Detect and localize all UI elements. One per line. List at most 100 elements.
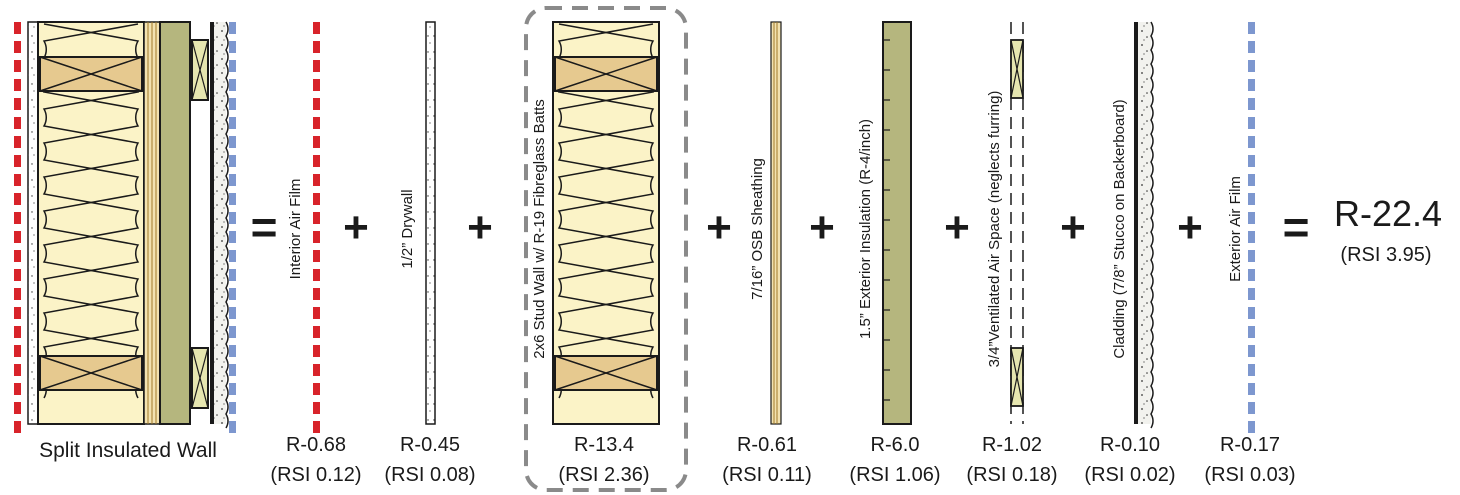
- exterior-insulation-rsi: (RSI 1.06): [849, 464, 940, 486]
- air-film-dash: [1248, 231, 1255, 243]
- air-film-dash: [229, 326, 236, 338]
- layer-cladding: Cladding (7/8” Stucco on Backerboard) R-…: [1084, 21, 1176, 486]
- air-film-dash: [313, 231, 320, 243]
- air-film-dash: [229, 117, 236, 129]
- air-film-dash: [313, 402, 320, 414]
- air-film-dash: [313, 383, 320, 395]
- air-film-dash: [1248, 212, 1255, 224]
- exterior-insulation-ticks: [883, 39, 890, 401]
- air-film-dash: [229, 250, 236, 262]
- layer-drywall: 1/2” Drywall R-0.45 (RSI 0.08): [384, 21, 476, 486]
- drywall-label: 1/2” Drywall: [399, 189, 416, 268]
- air-film-dash: [14, 22, 21, 34]
- composite-top-plate: [39, 56, 143, 92]
- air-film-dash: [229, 98, 236, 110]
- air-film-dash: [14, 41, 21, 53]
- exterior-air-film-r: R-0.17: [1220, 434, 1280, 456]
- highlight-box: [524, 6, 688, 492]
- air-film-dash: [229, 402, 236, 414]
- air-film-dash: [14, 193, 21, 205]
- air-film-dash: [1248, 364, 1255, 376]
- air-film-dash: [229, 193, 236, 205]
- air-film-dash: [313, 79, 320, 91]
- air-film-dash: [313, 288, 320, 300]
- plus-sign-4: +: [809, 203, 835, 252]
- air-film-dash: [229, 60, 236, 72]
- air-film-dash: [229, 79, 236, 91]
- air-film-dash: [229, 288, 236, 300]
- air-film-dash: [14, 250, 21, 262]
- air-film-dash: [313, 41, 320, 53]
- air-film-dash: [229, 212, 236, 224]
- osb-sheathing-label: 7/16” OSB Sheathing: [749, 158, 766, 300]
- air-film-dash: [14, 212, 21, 224]
- air-film-dash: [229, 22, 236, 34]
- air-film-dash: [14, 174, 21, 186]
- plus-sign-3: +: [706, 203, 732, 252]
- air-film-dash: [229, 421, 236, 433]
- cladding-rsi: (RSI 0.02): [1084, 464, 1175, 486]
- air-film-dash: [229, 364, 236, 376]
- air-film-dash: [14, 421, 21, 433]
- air-film-dash: [14, 231, 21, 243]
- cladding-label: Cladding (7/8” Stucco on Backerboard): [1111, 99, 1128, 358]
- air-film-dash: [1248, 421, 1255, 433]
- air-film-dash: [313, 174, 320, 186]
- plus-sign-7: +: [1177, 203, 1203, 252]
- stud-wall-label: 2x6 Stud Wall w/ R-19 Fibreglass Batts: [531, 99, 548, 359]
- composite-furring: [191, 39, 209, 409]
- air-film-dash: [1248, 250, 1255, 262]
- equals-sign-right: =: [1283, 201, 1310, 253]
- air-film-dash: [14, 269, 21, 281]
- composite-exterior-insulation: [159, 21, 191, 425]
- interior-air-film-rsi: (RSI 0.12): [270, 464, 361, 486]
- air-film-dash: [229, 345, 236, 357]
- composite-interior-air-film: [14, 22, 21, 433]
- cladding-r: R-0.10: [1100, 434, 1160, 456]
- air-film-dash: [1248, 98, 1255, 110]
- air-film-dash: [14, 307, 21, 319]
- air-film-dash: [313, 117, 320, 129]
- exterior-air-film-label: Exterior Air Film: [1227, 176, 1244, 282]
- air-film-dash: [313, 98, 320, 110]
- air-film-dash: [313, 60, 320, 72]
- layer-interior-air-film: Interior Air Film R-0.68 (RSI 0.12): [270, 22, 362, 486]
- air-film-dash: [229, 307, 236, 319]
- air-film-dash: [14, 326, 21, 338]
- air-film-dash: [313, 421, 320, 433]
- air-film-dash: [1248, 136, 1255, 148]
- air-film-dash: [1248, 22, 1255, 34]
- air-film-dash: [229, 231, 236, 243]
- layer-stud-wall: 2x6 Stud Wall w/ R-19 Fibreglass Batts R…: [524, 6, 688, 492]
- air-film-dash: [1248, 307, 1255, 319]
- air-film-dash: [313, 345, 320, 357]
- air-film-dash: [229, 136, 236, 148]
- air-film-dash: [14, 345, 21, 357]
- air-film-dash: [1248, 269, 1255, 281]
- composite-bottom-plate: [39, 355, 143, 391]
- air-film-dash: [14, 60, 21, 72]
- air-space-label: 3/4”Ventilated Air Space (neglects furri…: [986, 91, 1003, 368]
- air-film-dash: [14, 79, 21, 91]
- air-film-dash: [313, 250, 320, 262]
- drywall-r: R-0.45: [400, 434, 460, 456]
- plus-sign-6: +: [1060, 203, 1086, 252]
- exterior-air-film-rsi: (RSI 0.03): [1204, 464, 1295, 486]
- air-film-dash: [229, 269, 236, 281]
- air-film-dash: [1248, 41, 1255, 53]
- composite-drywall: [27, 21, 39, 425]
- drywall-rsi: (RSI 0.08): [384, 464, 475, 486]
- air-film-dash: [1248, 117, 1255, 129]
- air-film-dash: [1248, 60, 1255, 72]
- air-film-dash: [313, 136, 320, 148]
- layer-osb-sheathing: 7/16” OSB Sheathing R-0.61 (RSI 0.11): [722, 21, 812, 486]
- composite-osb-sheathing: [143, 21, 161, 425]
- layer-air-space: 3/4”Ventilated Air Space (neglects furri…: [966, 22, 1058, 486]
- composite-cladding: [210, 21, 229, 429]
- air-film-dash: [14, 364, 21, 376]
- composite-exterior-air-film: [229, 22, 236, 433]
- air-film-dash: [313, 307, 320, 319]
- air-film-dash: [1248, 402, 1255, 414]
- stud-wall-r: R-13.4: [574, 434, 634, 456]
